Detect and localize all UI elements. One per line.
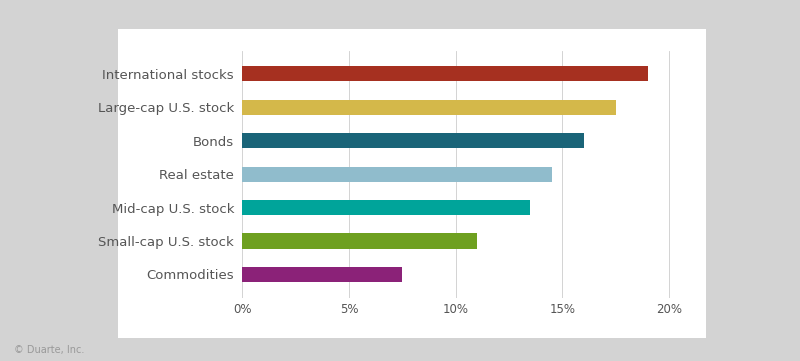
Bar (242, 200, 530, 215)
Bar (242, 167, 552, 182)
Bar (242, 267, 402, 282)
Bar (242, 100, 616, 115)
Bar (242, 66, 648, 82)
Bar (242, 234, 477, 248)
Bar (242, 133, 584, 148)
Text: © Duarte, Inc.: © Duarte, Inc. (14, 344, 85, 355)
